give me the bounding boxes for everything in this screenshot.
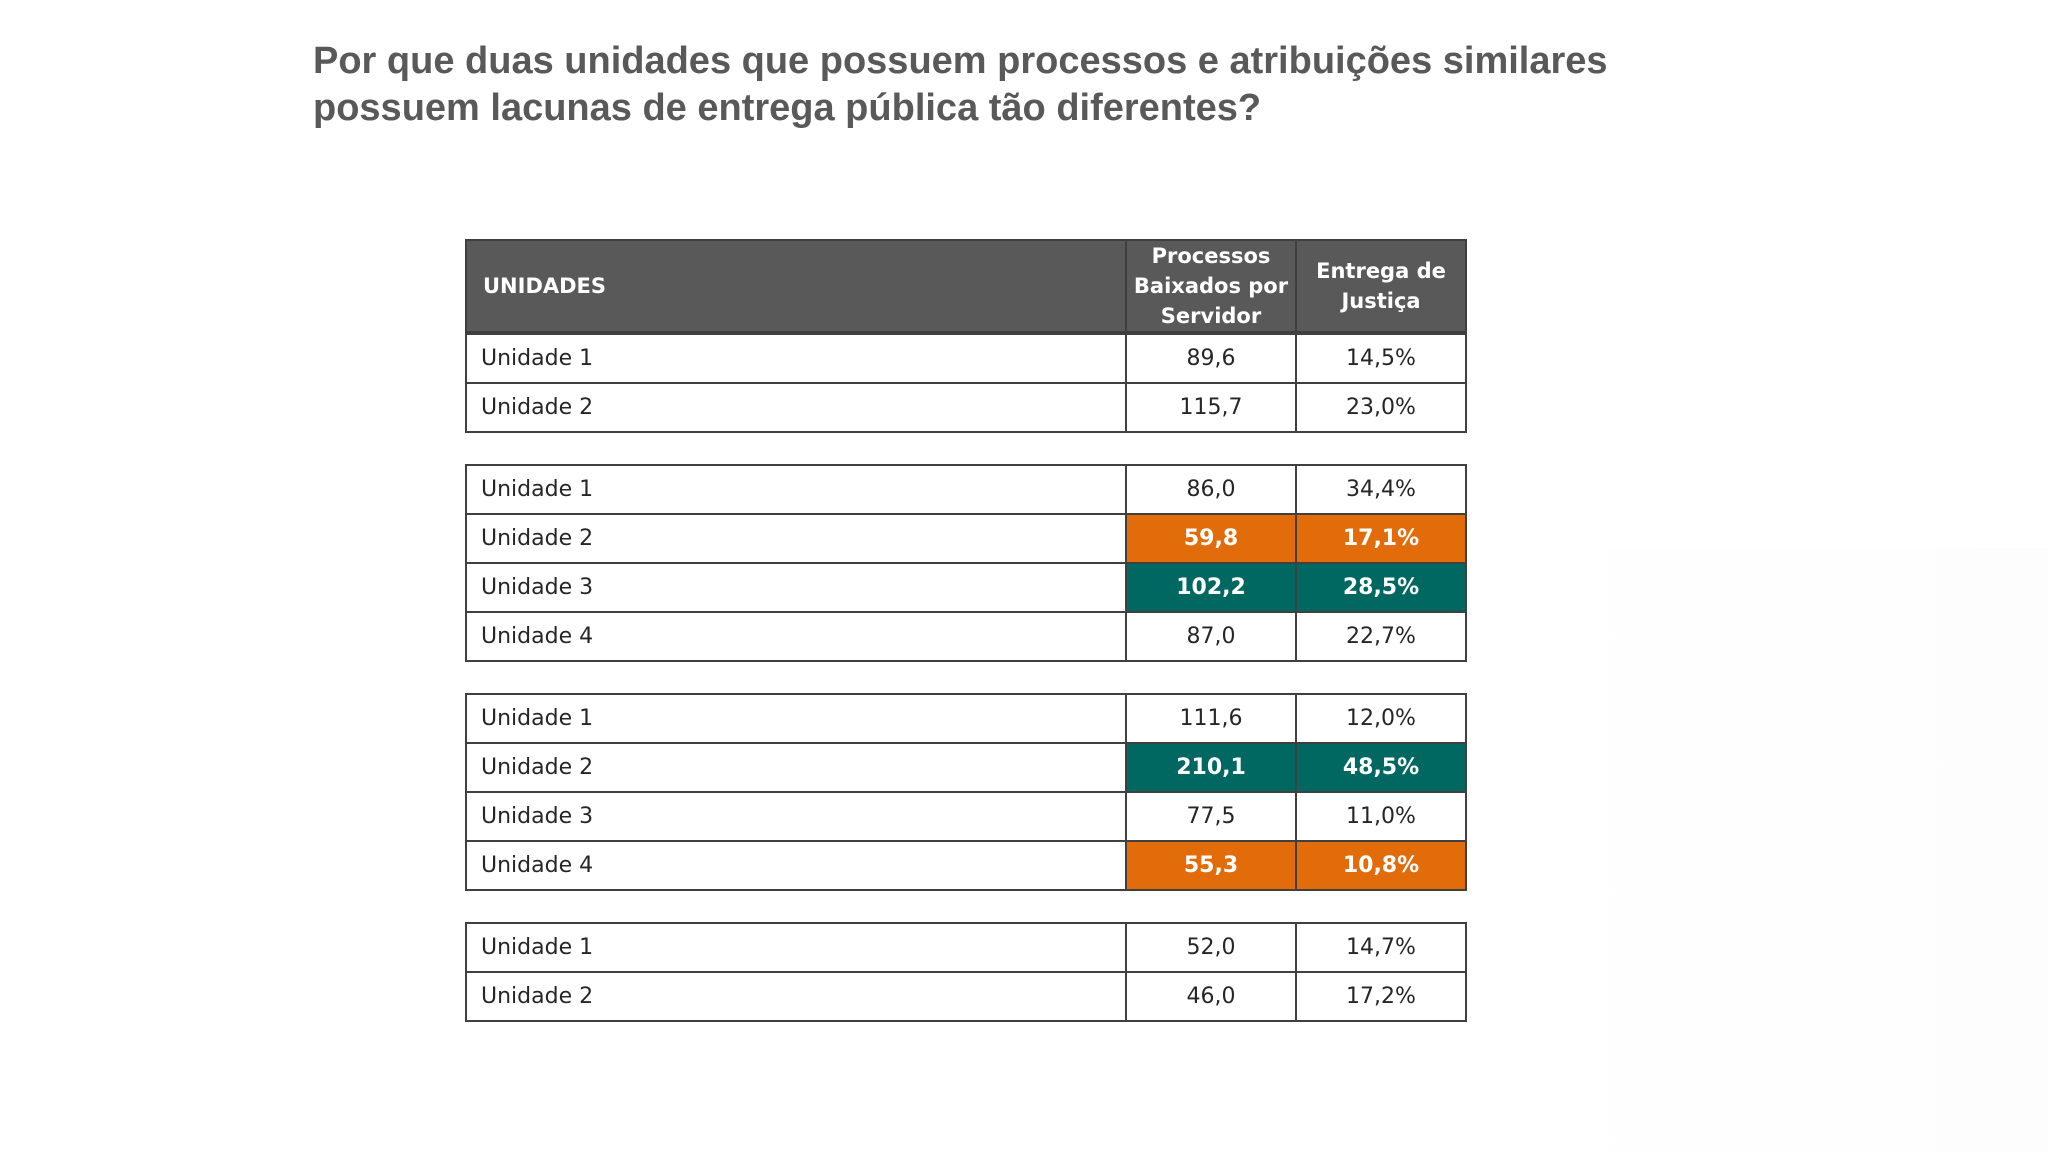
table-row: Unidade 3 102,2 28,5% — [465, 562, 1467, 613]
table-groups: Unidade 1 89,6 14,5% Unidade 2 115,7 23,0% Uni… — [465, 333, 1467, 1022]
table-group: Unidade 1 89,6 14,5% Unidade 2 115,7 23,0% — [465, 333, 1467, 433]
entrega-justica-cell: 14,7% — [1295, 922, 1467, 973]
table-row: Unidade 4 55,3 10,8% — [465, 840, 1467, 891]
entrega-justica-cell: 17,1% — [1295, 513, 1467, 564]
unit-name-cell: Unidade 3 — [465, 791, 1127, 842]
unit-name-cell: Unidade 2 — [465, 742, 1127, 793]
unit-name-cell: Unidade 1 — [465, 464, 1127, 515]
processos-baixados-cell: 115,7 — [1125, 382, 1297, 433]
slide-title: Por que duas unidades que possuem proces… — [313, 38, 1813, 132]
header-row: UNIDADES Processos Baixados por Servidor… — [465, 239, 1467, 333]
entrega-justica-cell: 23,0% — [1295, 382, 1467, 433]
unit-name-cell: Unidade 3 — [465, 562, 1127, 613]
table-row: Unidade 2 115,7 23,0% — [465, 382, 1467, 433]
group-spacer — [465, 433, 1465, 464]
table-row: Unidade 2 59,8 17,1% — [465, 513, 1467, 564]
table-header: UNIDADES Processos Baixados por Servidor… — [465, 239, 1467, 333]
processos-baixados-cell: 52,0 — [1125, 922, 1297, 973]
processos-baixados-cell: 89,6 — [1125, 333, 1297, 384]
table-row: Unidade 1 89,6 14,5% — [465, 333, 1467, 384]
table-group: Unidade 1 86,0 34,4% Unidade 2 59,8 17,1% Unid… — [465, 464, 1467, 662]
table-row: Unidade 2 210,1 48,5% — [465, 742, 1467, 793]
header-unidades: UNIDADES — [465, 239, 1127, 333]
processos-baixados-cell: 77,5 — [1125, 791, 1297, 842]
table-row: Unidade 1 86,0 34,4% — [465, 464, 1467, 515]
table-group: Unidade 1 111,6 12,0% Unidade 2 210,1 48,5% Un… — [465, 693, 1467, 891]
unit-name-cell: Unidade 4 — [465, 840, 1127, 891]
table-row: Unidade 4 87,0 22,7% — [465, 611, 1467, 662]
table-row: Unidade 1 111,6 12,0% — [465, 693, 1467, 744]
group-spacer — [465, 662, 1465, 693]
processos-baixados-cell: 87,0 — [1125, 611, 1297, 662]
header-processos-line: Baixados por — [1133, 274, 1289, 298]
entrega-justica-cell: 14,5% — [1295, 333, 1467, 384]
processos-baixados-cell: 102,2 — [1125, 562, 1297, 613]
processos-baixados-cell: 46,0 — [1125, 971, 1297, 1022]
header-processos-line: Processos — [1151, 244, 1271, 268]
entrega-justica-cell: 28,5% — [1295, 562, 1467, 613]
header-processos-line: Servidor — [1160, 304, 1262, 328]
unit-name-cell: Unidade 2 — [465, 382, 1127, 433]
table-group: Unidade 1 52,0 14,7% Unidade 2 46,0 17,2% — [465, 922, 1467, 1022]
unit-name-cell: Unidade 2 — [465, 971, 1127, 1022]
table-row: Unidade 2 46,0 17,2% — [465, 971, 1467, 1022]
entrega-justica-cell: 10,8% — [1295, 840, 1467, 891]
slide-title-line-2: possuem lacunas de entrega pública tão d… — [313, 87, 1262, 129]
unit-name-cell: Unidade 1 — [465, 693, 1127, 744]
processos-baixados-cell: 59,8 — [1125, 513, 1297, 564]
header-entrega-line: Justiça — [1341, 289, 1421, 313]
unit-name-cell: Unidade 2 — [465, 513, 1127, 564]
entrega-justica-cell: 11,0% — [1295, 791, 1467, 842]
background-shade — [1492, 548, 2048, 1152]
processos-baixados-cell: 210,1 — [1125, 742, 1297, 793]
header-entrega-line: Entrega de — [1316, 259, 1446, 283]
header-processos-baixados: Processos Baixados por Servidor — [1125, 239, 1297, 333]
processos-baixados-cell: 111,6 — [1125, 693, 1297, 744]
entrega-justica-cell: 22,7% — [1295, 611, 1467, 662]
entrega-justica-cell: 12,0% — [1295, 693, 1467, 744]
table-row: Unidade 1 52,0 14,7% — [465, 922, 1467, 973]
entrega-justica-cell: 17,2% — [1295, 971, 1467, 1022]
table-row: Unidade 3 77,5 11,0% — [465, 791, 1467, 842]
unit-name-cell: Unidade 4 — [465, 611, 1127, 662]
processos-baixados-cell: 86,0 — [1125, 464, 1297, 515]
processos-baixados-cell: 55,3 — [1125, 840, 1297, 891]
units-comparison-table: UNIDADES Processos Baixados por Servidor… — [465, 239, 1467, 1022]
entrega-justica-cell: 34,4% — [1295, 464, 1467, 515]
unit-name-cell: Unidade 1 — [465, 333, 1127, 384]
entrega-justica-cell: 48,5% — [1295, 742, 1467, 793]
slide-title-line-1: Por que duas unidades que possuem proces… — [313, 40, 1608, 82]
header-entrega-justica: Entrega de Justiça — [1295, 239, 1467, 333]
unit-name-cell: Unidade 1 — [465, 922, 1127, 973]
group-spacer — [465, 891, 1465, 922]
